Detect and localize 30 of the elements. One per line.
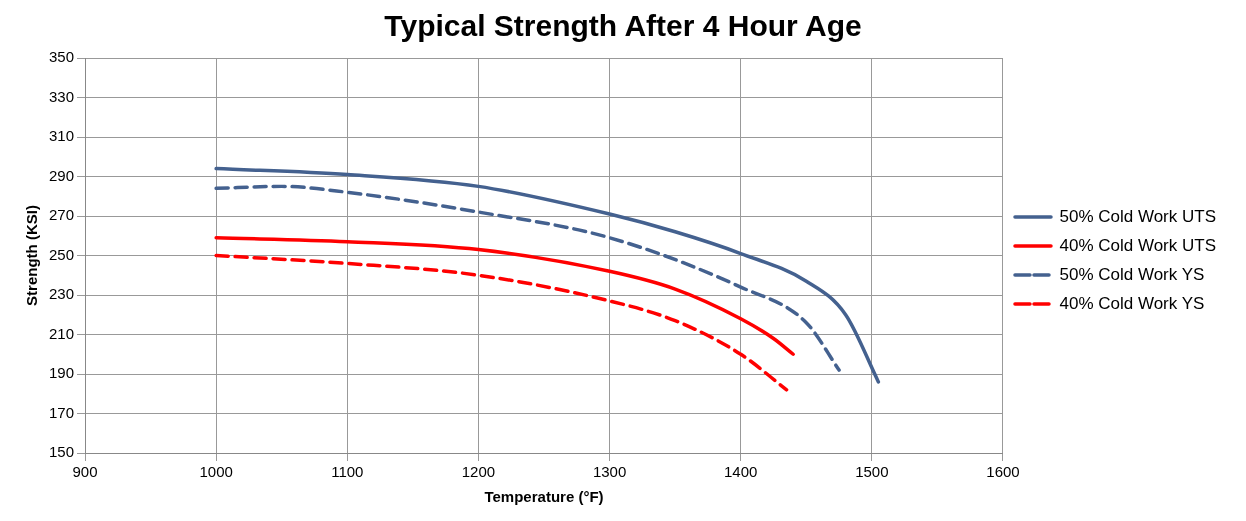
x-tick-label: 1300: [592, 463, 627, 481]
y-tick-label: 270: [49, 206, 75, 224]
line-series: [214, 253, 789, 392]
x-tick-label: 1600: [986, 463, 1020, 481]
y-tick-label: 230: [49, 285, 75, 303]
x-tick-label: 1200: [461, 463, 496, 481]
line-series: [214, 166, 881, 384]
y-tick-label: 190: [49, 364, 75, 382]
y-tick-label: 330: [49, 87, 75, 105]
chart-title: Typical Strength After 4 Hour Age: [384, 9, 862, 43]
line-series: [214, 235, 795, 356]
x-tick-label: 900: [72, 463, 98, 481]
y-tick-label: 170: [49, 403, 75, 421]
x-axis-title: Temperature (°F): [484, 488, 604, 506]
legend-label: 50% Cold Work UTS: [1059, 206, 1216, 226]
y-tick-label: 310: [49, 127, 75, 145]
x-tick-label: 1100: [331, 463, 364, 481]
y-tick-label: 290: [49, 166, 75, 184]
x-tick-label: 1400: [724, 463, 758, 481]
legend-label: 40% Cold Work UTS: [1059, 235, 1216, 255]
legend-label: 50% Cold Work YS: [1059, 264, 1205, 284]
legend-label: 40% Cold Work YS: [1059, 293, 1205, 313]
y-tick-label: 150: [49, 443, 75, 461]
line-series: [214, 184, 841, 372]
x-tick-label: 1500: [855, 463, 889, 481]
y-tick-label: 250: [49, 245, 75, 263]
y-tick-label: 350: [49, 48, 75, 66]
y-axis-title: Strength (KSI): [23, 205, 41, 306]
x-tick-label: 1000: [199, 463, 233, 481]
y-tick-label: 210: [49, 324, 75, 342]
